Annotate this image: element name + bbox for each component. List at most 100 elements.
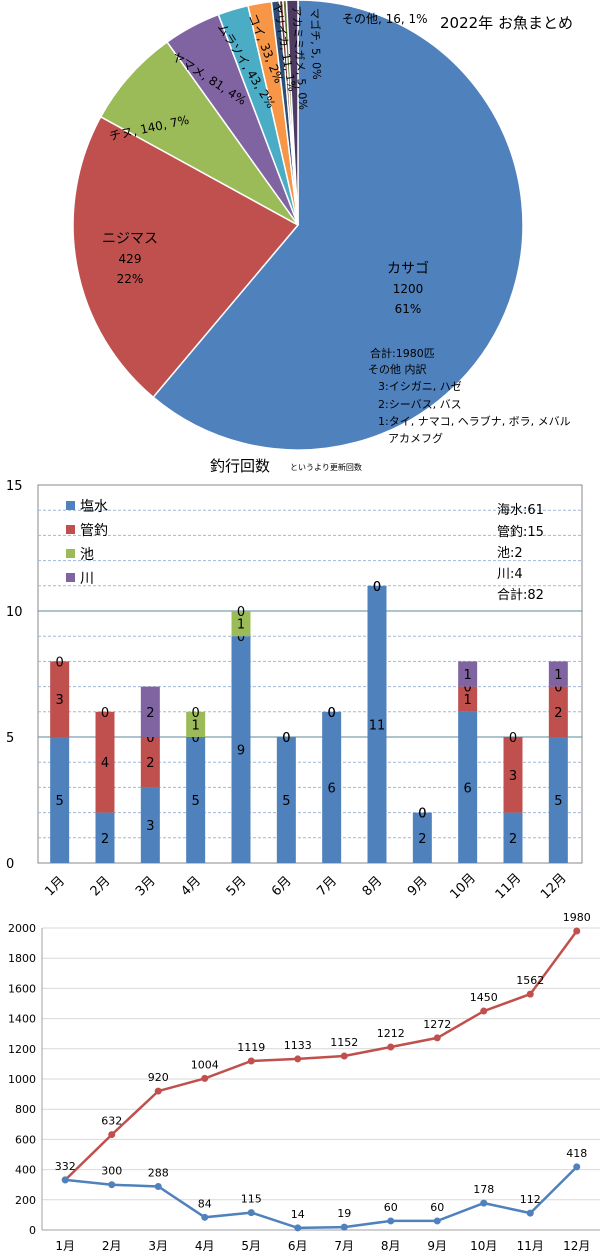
bar-y-tick: 10 [6,605,23,620]
bar-segment [50,661,70,737]
bar-data-label: 2 [146,706,154,721]
pie-note-line3: 1:タイ, ナマコ, ヘラブナ, ボラ, メバル [378,414,571,428]
pie-note-line1: 3:イシガニ, ハゼ [378,380,462,393]
bar-segment [458,686,478,712]
bar-data-label: 1 [464,693,472,708]
pie-note-heading: その他 内訳 [368,362,427,376]
bar-total-sea: 海水:61 [497,503,544,518]
line-point [340,1052,348,1060]
bar-data-label: 2 [509,832,517,847]
line-point [433,1034,441,1042]
pie-slice-2 [99,40,299,226]
bar-data-label: 0 [418,807,426,822]
pie-slices [72,0,524,450]
line-x-tick: 6月 [288,1239,308,1253]
line-point [61,1176,69,1184]
bar-segment [276,737,296,863]
bar-segment [322,711,342,863]
pie-note-line2: 2:シーバス, バス [378,398,462,411]
line-y-tick: 1400 [8,1013,36,1026]
line-data-label: 1450 [470,991,498,1004]
line-data-label: 178 [473,1183,494,1196]
pie-note-total: 合計:1980匹 [370,346,435,360]
bar-legend-swatch [66,549,75,558]
line-x-tick: 9月 [427,1239,447,1253]
bar-segment [186,711,206,737]
line-point [294,1224,302,1232]
line-x-tick: 5月 [241,1239,261,1253]
bar-segment [140,787,160,863]
bar-segment [548,686,568,737]
line-data-label: 112 [520,1193,541,1206]
bar-data-label: 0 [101,706,109,721]
line-chart: 0 200 400 600 800 1000 1200 1400 1600 1800 2000 1月 2… [8,911,600,1253]
line-y-tick: 1800 [8,952,36,965]
bar-total-pond: 池:2 [497,546,523,561]
line-series-1 [65,1166,578,1230]
line-point [201,1213,209,1221]
line-data-label: 1562 [516,974,544,987]
pie-label-nijimasu-percent: 22% [117,272,144,286]
line-data-label: 418 [566,1147,587,1160]
line-data-label: 632 [101,1115,122,1128]
bar-data-label: 0 [509,731,517,746]
bar-data-label: 11 [369,718,386,733]
bar-data-label: 0 [146,731,154,746]
bar-segment [231,611,251,637]
pie-chart: 2022年 お魚まとめ カサゴ 1200 61% ニジマス 429 22% チヌ… [72,0,573,450]
bar-segment [548,661,568,687]
line-y-tick: 1600 [8,982,36,995]
bar-data-label: 0 [373,580,381,595]
bar-data-label: 4 [101,756,109,771]
bar-y-tick: 5 [6,731,14,746]
bar-total-all: 合計:82 [497,587,544,603]
bar-x-tick: 2月 [88,874,114,900]
bar-data-label: 0 [464,681,472,696]
line-point [480,1007,488,1015]
bar-data-label: 0 [282,731,290,746]
bar-segment [231,636,251,863]
bar-data-label: 9 [237,744,245,759]
line-x-tick: 1月 [55,1239,75,1253]
line-x-tick: 10月 [470,1239,497,1253]
bar-data-label: 0 [418,807,426,822]
bar-x-tick: 8月 [360,874,386,900]
line-y-tick: 600 [15,1133,36,1146]
bar-data-label: 3 [56,693,64,708]
pie-slice-9 [285,0,299,226]
bar-subtitle: というより更新回数 [290,462,362,472]
line-y-tick: 2000 [8,922,36,935]
line-point [247,1209,255,1217]
line-y-tick: 1000 [8,1073,36,1086]
bar-data-label: 1 [237,618,245,633]
bar-x-tick: 11月 [493,871,524,902]
bar-x-tick: 9月 [405,874,431,900]
pie-label-kasago-percent: 61% [395,302,422,316]
line-data-label: 19 [337,1207,351,1220]
line-data-label: 300 [101,1165,122,1178]
line-x-tick: 7月 [334,1239,354,1253]
pie-note-line4: アカメフグ [388,431,443,445]
bar-data-label: 0 [237,605,245,620]
bar-marks: 5301月2402月32023月50104月90105月5006月6007月11… [42,580,569,902]
line-point [387,1043,395,1051]
line-point [201,1074,209,1082]
line-point [573,1163,581,1171]
bar-data-label: 0 [56,655,64,670]
bar-data-label: 0 [282,731,290,746]
bar-data-label: 3 [509,769,517,784]
bar-data-label: 2 [418,832,426,847]
bar-x-tick: 1月 [42,874,68,900]
bar-legend-swatch [66,525,75,534]
bar-legend-label: 川 [80,571,94,587]
line-data-label: 1152 [330,1036,358,1049]
line-data-label: 288 [148,1167,169,1180]
bar-data-label: 5 [56,794,64,809]
line-x-tick: 12月 [563,1239,590,1253]
bar-y-tick: 15 [6,479,23,494]
bar-data-label: 2 [101,832,109,847]
line-data-label: 1980 [563,911,591,924]
bar-data-label: 5 [192,794,200,809]
bar-x-tick: 7月 [314,874,340,900]
bar-data-label: 3 [146,819,154,834]
